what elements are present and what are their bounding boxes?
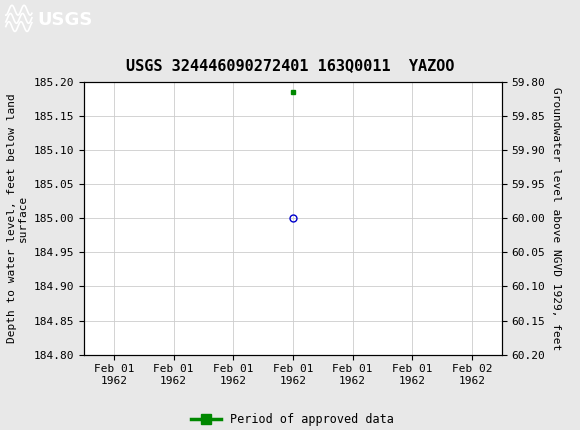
Y-axis label: Groundwater level above NGVD 1929, feet: Groundwater level above NGVD 1929, feet	[551, 86, 561, 350]
Text: USGS: USGS	[38, 11, 93, 29]
Legend: Period of approved data: Period of approved data	[187, 408, 399, 430]
Y-axis label: Depth to water level, feet below land
surface: Depth to water level, feet below land su…	[7, 93, 28, 343]
Text: USGS 324446090272401 163Q0011  YAZOO: USGS 324446090272401 163Q0011 YAZOO	[126, 58, 454, 73]
